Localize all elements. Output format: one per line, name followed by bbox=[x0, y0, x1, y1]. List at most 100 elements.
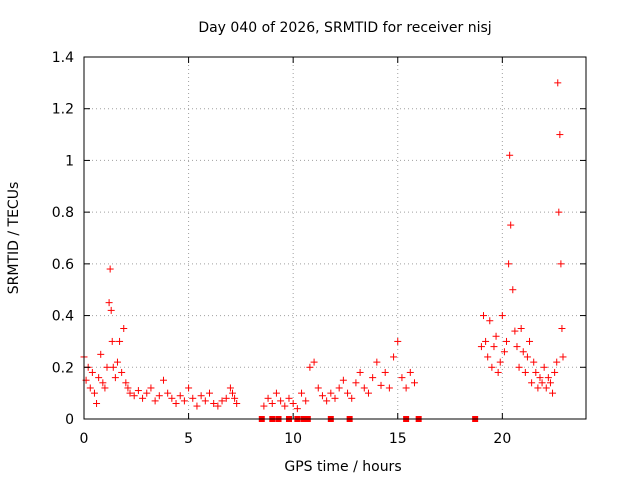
data-point bbox=[176, 392, 184, 400]
x-tick-label: 20 bbox=[493, 431, 511, 447]
data-point bbox=[147, 384, 155, 392]
data-point bbox=[556, 131, 564, 139]
data-point bbox=[260, 402, 268, 410]
data-point bbox=[113, 358, 121, 366]
data-point bbox=[168, 394, 176, 402]
x-axis-label: GPS time / hours bbox=[284, 459, 401, 475]
data-point bbox=[210, 399, 218, 407]
y-tick-label: 1.2 bbox=[52, 102, 74, 118]
data-point bbox=[517, 325, 525, 332]
data-point bbox=[116, 337, 124, 345]
data-point bbox=[509, 286, 517, 294]
data-point bbox=[109, 363, 117, 371]
y-tick-label: 0.4 bbox=[52, 309, 74, 325]
data-point bbox=[226, 384, 234, 392]
data-point bbox=[101, 384, 109, 392]
data-point bbox=[348, 394, 356, 402]
data-point bbox=[555, 208, 563, 216]
data-point bbox=[540, 363, 548, 371]
data-point bbox=[530, 358, 538, 366]
data-point bbox=[272, 389, 280, 397]
plot-frame bbox=[83, 56, 587, 420]
data-point bbox=[360, 384, 368, 392]
data-point bbox=[285, 394, 293, 402]
data-point bbox=[229, 389, 237, 397]
data-point bbox=[498, 312, 506, 320]
data-point bbox=[523, 353, 531, 361]
data-point bbox=[124, 384, 132, 392]
data-point bbox=[503, 337, 511, 345]
data-point bbox=[331, 394, 339, 402]
y-tick-label: 0.2 bbox=[52, 360, 74, 376]
data-point bbox=[143, 389, 151, 397]
data-point bbox=[406, 368, 414, 376]
data-point bbox=[505, 260, 513, 268]
data-point bbox=[222, 394, 230, 402]
data-point bbox=[553, 358, 561, 366]
data-point bbox=[88, 368, 96, 376]
data-point bbox=[151, 397, 159, 405]
data-point bbox=[302, 397, 310, 405]
data-point bbox=[281, 402, 289, 410]
data-point bbox=[538, 379, 546, 387]
data-point bbox=[488, 363, 496, 371]
data-point bbox=[172, 399, 180, 407]
y-tick-label: 0.8 bbox=[52, 205, 74, 221]
y-tick-label: 1.4 bbox=[52, 50, 74, 66]
data-point bbox=[327, 389, 335, 397]
data-point bbox=[164, 389, 172, 397]
data-point bbox=[492, 332, 500, 340]
data-point bbox=[107, 306, 115, 314]
data-point bbox=[108, 337, 116, 345]
data-point bbox=[546, 379, 554, 387]
data-point bbox=[480, 312, 488, 320]
data-point bbox=[352, 379, 360, 387]
data-point bbox=[314, 384, 322, 392]
data-point bbox=[86, 384, 94, 392]
data-point bbox=[344, 389, 352, 397]
data-point bbox=[95, 374, 103, 382]
data-point bbox=[306, 363, 314, 371]
data-point bbox=[339, 376, 347, 384]
data-point bbox=[99, 379, 107, 387]
data-point bbox=[500, 348, 508, 356]
data-point bbox=[526, 337, 534, 345]
data-point bbox=[557, 260, 565, 268]
data-point bbox=[293, 405, 301, 413]
chart-title: Day 040 of 2026, SRMTID for receiver nis… bbox=[198, 20, 491, 36]
data-point bbox=[551, 368, 559, 376]
data-point bbox=[528, 379, 536, 387]
data-point bbox=[364, 389, 372, 397]
data-point bbox=[515, 363, 523, 371]
data-point bbox=[554, 79, 562, 87]
data-point bbox=[536, 374, 544, 382]
data-point bbox=[289, 399, 297, 407]
data-point bbox=[544, 374, 552, 382]
data-point bbox=[134, 387, 142, 395]
data-point bbox=[521, 368, 529, 376]
grid bbox=[84, 57, 586, 419]
y-axis-label: SRMTID / TECUs bbox=[6, 182, 22, 295]
data-point bbox=[231, 394, 239, 402]
data-point bbox=[218, 397, 226, 405]
data-point bbox=[130, 392, 138, 400]
data-point bbox=[335, 384, 343, 392]
y-tick-label: 1 bbox=[65, 153, 74, 169]
data-point bbox=[519, 348, 527, 356]
data-point bbox=[402, 384, 410, 392]
data-point bbox=[155, 392, 163, 400]
data-point bbox=[486, 317, 494, 325]
data-point bbox=[559, 353, 567, 361]
data-point bbox=[189, 394, 197, 402]
data-point bbox=[511, 327, 519, 335]
data-point bbox=[410, 379, 418, 387]
data-point bbox=[558, 325, 566, 332]
data-point bbox=[369, 374, 377, 382]
data-point bbox=[318, 392, 326, 400]
data-point bbox=[126, 389, 134, 397]
data-point bbox=[97, 350, 105, 358]
data-point bbox=[494, 368, 502, 376]
data-point bbox=[394, 337, 402, 345]
data-point bbox=[484, 353, 492, 361]
